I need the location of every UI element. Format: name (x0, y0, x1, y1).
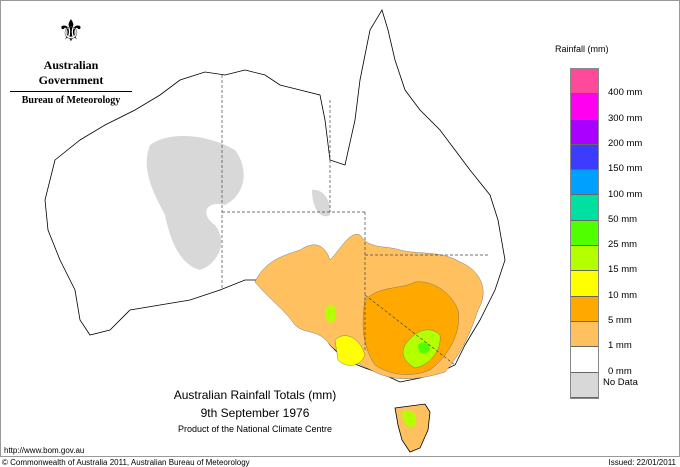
legend-title: Rainfall (mm) (555, 44, 609, 54)
legend-swatch (571, 372, 598, 398)
legend-swatch (571, 220, 598, 247)
legend-label: 1 mm (608, 340, 632, 352)
copyright: © Commonwealth of Australia 2011, Austra… (2, 458, 250, 467)
legend-swatch (571, 195, 598, 221)
legend-swatch (571, 296, 598, 322)
legend-label: 50 mm (608, 213, 638, 225)
legend-label: 100 mm (608, 188, 643, 200)
legend-label: 200 mm (608, 137, 643, 149)
legend-swatch (571, 69, 598, 95)
coat-of-arms-icon: ⚜ (57, 15, 85, 48)
legend-label: No Data (603, 376, 638, 388)
tasmania-green (402, 410, 417, 427)
bureau-label: Bureau of Meteorology (10, 91, 132, 106)
map-product: Product of the National Climate Centre (177, 424, 333, 434)
legend-swatch (571, 321, 598, 348)
legend-swatch (571, 170, 598, 196)
legend-label: 5 mm (608, 315, 632, 326)
legend-label: 0 mm (608, 365, 632, 377)
government-label: Australian Government (38, 58, 104, 87)
legend-label: 150 mm (608, 163, 643, 175)
legend-label: 25 mm (608, 239, 638, 251)
legend-swatch (571, 246, 598, 272)
rainfall-10mm-region (334, 335, 366, 366)
legend-label: 400 mm (608, 87, 643, 99)
legend-label: 10 mm (608, 289, 638, 301)
legend-label: 300 mm (608, 112, 643, 124)
map-title: Australian Rainfall Totals (mm) (173, 388, 337, 402)
rainfall-sa-region (324, 304, 336, 323)
legend-colorbar (570, 68, 599, 399)
issued-date: Issued: 22/01/2011 (608, 458, 676, 467)
map-date: 9th September 1976 (200, 406, 310, 420)
legend-swatch (571, 271, 598, 297)
legend-swatch (571, 144, 598, 171)
url-link[interactable]: http://www.bom.gov.au (4, 446, 85, 455)
state-borders (221, 75, 490, 366)
rainfall-25mm-region (418, 342, 430, 354)
tasmania (394, 403, 431, 453)
no-data-region-small (312, 189, 331, 217)
legend-swatch (571, 347, 598, 373)
legend-label: 15 mm (608, 264, 638, 276)
legend-swatch (571, 119, 598, 145)
no-data-region (146, 135, 244, 270)
bom-logo: ⚜ Australian Government Bureau of Meteor… (10, 10, 132, 106)
legend-swatch (571, 94, 598, 120)
